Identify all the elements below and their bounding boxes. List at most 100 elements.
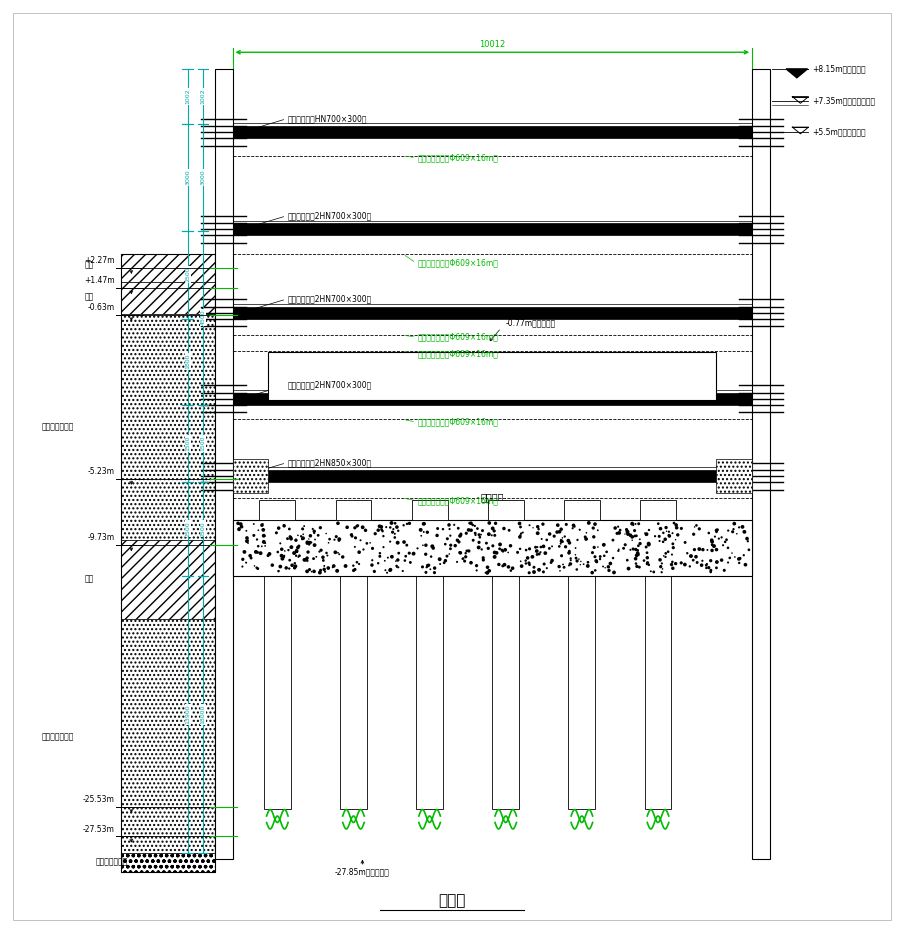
Text: 13900: 13900 [185, 704, 190, 724]
Point [587, 550, 601, 564]
Point [554, 549, 568, 564]
Text: -9.73m: -9.73m [87, 534, 114, 542]
Point [692, 541, 706, 556]
Text: 淤泥质粉质黏土: 淤泥质粉质黏土 [42, 423, 74, 431]
Point [657, 546, 672, 561]
Point [627, 528, 641, 543]
Point [271, 521, 285, 536]
Point [496, 521, 510, 536]
Point [307, 525, 321, 540]
Point [628, 548, 643, 563]
Point [391, 560, 405, 575]
Point [317, 559, 331, 574]
Point [606, 565, 620, 580]
Point [390, 552, 405, 567]
Point [438, 536, 452, 551]
Point [694, 558, 708, 573]
Point [732, 551, 747, 566]
Point [294, 532, 309, 547]
Point [622, 542, 637, 557]
Point [240, 536, 255, 550]
Point [276, 550, 291, 564]
Point [457, 553, 471, 568]
Point [526, 560, 541, 575]
Point [256, 528, 271, 543]
Point [624, 516, 638, 531]
Point [405, 546, 420, 561]
Point [443, 537, 458, 552]
Point [374, 522, 388, 537]
Point [704, 535, 719, 550]
Point [427, 565, 442, 580]
Point [651, 529, 666, 544]
Point [605, 533, 619, 548]
Bar [120, 282, 214, 313]
Point [563, 552, 577, 567]
Text: +8.15m（围堰顶）: +8.15m（围堰顶） [811, 64, 865, 74]
Point [255, 518, 269, 533]
Point [302, 532, 316, 547]
Point [724, 546, 739, 561]
Point [292, 549, 306, 564]
Point [256, 535, 271, 550]
Text: 18000: 18000 [200, 704, 205, 724]
Point [592, 551, 607, 566]
Point [418, 564, 433, 579]
Point [556, 560, 571, 575]
Point [587, 563, 601, 578]
Point [418, 537, 433, 552]
Point [311, 528, 325, 543]
Text: 立面图: 立面图 [438, 894, 465, 909]
Point [720, 540, 734, 555]
Point [533, 545, 547, 560]
Point [421, 558, 435, 573]
Point [654, 564, 668, 579]
Point [661, 528, 675, 543]
Point [667, 556, 682, 571]
Text: +2.27m: +2.27m [84, 256, 114, 265]
Point [465, 518, 479, 533]
Point [453, 526, 468, 541]
Point [619, 524, 634, 539]
Point [630, 547, 645, 562]
Text: 粉土: 粉土 [85, 293, 94, 301]
Point [699, 557, 713, 572]
Bar [120, 620, 214, 853]
Point [273, 559, 287, 574]
Point [707, 529, 721, 544]
Point [325, 560, 340, 575]
Point [704, 537, 719, 552]
Point [584, 545, 599, 560]
Point [674, 555, 688, 570]
Point [655, 562, 669, 577]
Point [552, 564, 566, 578]
Point [646, 564, 660, 579]
Point [682, 559, 696, 574]
Point [375, 523, 389, 538]
Point [340, 520, 354, 535]
Text: 10012: 10012 [479, 40, 505, 49]
Point [236, 551, 250, 566]
Point [685, 527, 700, 542]
Point [546, 529, 561, 544]
Point [295, 527, 310, 542]
Point [389, 560, 404, 575]
Point [616, 541, 630, 556]
Point [275, 551, 289, 566]
Point [230, 516, 245, 531]
Point [564, 521, 579, 536]
Point [346, 558, 360, 573]
Point [641, 537, 656, 552]
Point [328, 545, 342, 560]
Point [629, 559, 644, 574]
Point [694, 553, 709, 568]
Point [703, 533, 718, 548]
Point [731, 555, 746, 570]
Point [596, 549, 610, 564]
Point [706, 538, 721, 553]
Point [533, 539, 547, 554]
Point [307, 523, 321, 538]
Point [632, 536, 647, 551]
Point [554, 530, 569, 545]
Point [240, 533, 255, 548]
